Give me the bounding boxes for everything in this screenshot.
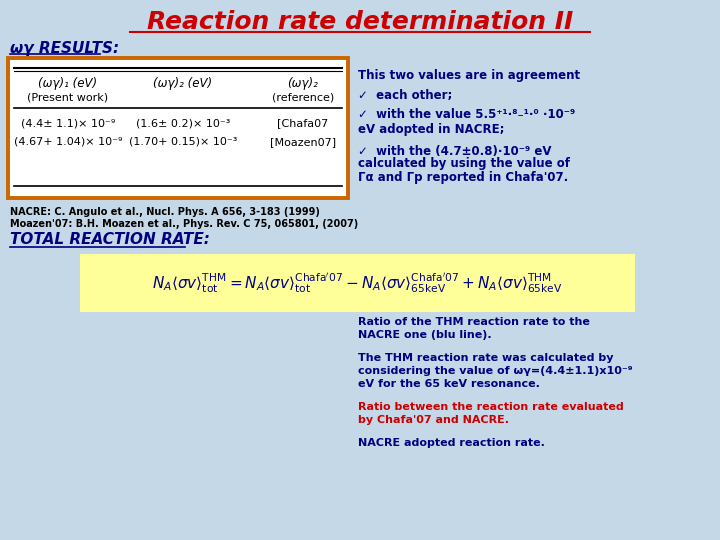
Text: $N_A\langle\sigma v\rangle^{\rm THM}_{\rm tot} = N_A\langle\sigma v\rangle^{\rm : $N_A\langle\sigma v\rangle^{\rm THM}_{\r… [152,271,563,295]
Text: (4.4± 1.1)× 10⁻⁹: (4.4± 1.1)× 10⁻⁹ [21,118,115,128]
Text: Γα and Γp reported in Chafa'07.: Γα and Γp reported in Chafa'07. [358,171,568,184]
Text: Moazen'07: B.H. Moazen et al., Phys. Rev. C 75, 065801, (2007): Moazen'07: B.H. Moazen et al., Phys. Rev… [10,219,359,229]
Text: NACRE one (blu line).: NACRE one (blu line). [358,330,492,340]
FancyBboxPatch shape [80,254,635,312]
Text: This two values are in agreement: This two values are in agreement [358,69,580,82]
Text: (ωγ)₂: (ωγ)₂ [287,78,318,91]
Text: eV adopted in NACRE;: eV adopted in NACRE; [358,123,505,136]
Text: Reaction rate determination II: Reaction rate determination II [147,10,573,34]
Text: ✓  with the value 5.5⁺¹·⁸₋¹·⁰ ·10⁻⁹: ✓ with the value 5.5⁺¹·⁸₋¹·⁰ ·10⁻⁹ [358,109,575,122]
Text: eV for the 65 keV resonance.: eV for the 65 keV resonance. [358,379,540,389]
Text: NACRE: C. Angulo et al., Nucl. Phys. A 656, 3-183 (1999): NACRE: C. Angulo et al., Nucl. Phys. A 6… [10,207,320,217]
Text: (reference): (reference) [272,93,334,103]
FancyBboxPatch shape [8,58,348,198]
Text: by Chafa'07 and NACRE.: by Chafa'07 and NACRE. [358,415,509,425]
Text: considering the value of ωγ=(4.4±1.1)x10⁻⁹: considering the value of ωγ=(4.4±1.1)x10… [358,366,633,376]
Text: NACRE adopted reaction rate.: NACRE adopted reaction rate. [358,438,545,448]
Text: Ratio between the reaction rate evaluated: Ratio between the reaction rate evaluate… [358,402,624,412]
Text: (1.6± 0.2)× 10⁻³: (1.6± 0.2)× 10⁻³ [136,118,230,128]
Text: (ωγ)₂ (eV): (ωγ)₂ (eV) [153,78,212,91]
Text: ✓  with the (4.7±0.8)·10⁻⁹ eV: ✓ with the (4.7±0.8)·10⁻⁹ eV [358,145,552,158]
Text: (4.67+ 1.04)× 10⁻⁹: (4.67+ 1.04)× 10⁻⁹ [14,137,122,147]
Text: [Chafa07: [Chafa07 [277,118,328,128]
Text: TOTAL REACTION RATE:: TOTAL REACTION RATE: [10,233,210,247]
Text: (ωγ)₁ (eV): (ωγ)₁ (eV) [38,78,98,91]
Text: Ratio of the THM reaction rate to the: Ratio of the THM reaction rate to the [358,317,590,327]
Text: (1.70+ 0.15)× 10⁻³: (1.70+ 0.15)× 10⁻³ [129,137,237,147]
Text: The THM reaction rate was calculated by: The THM reaction rate was calculated by [358,353,613,363]
Text: (Present work): (Present work) [27,93,109,103]
Text: ωγ RESULTS:: ωγ RESULTS: [10,40,119,56]
Text: calculated by using the value of: calculated by using the value of [358,158,570,171]
Text: ✓  each other;: ✓ each other; [358,89,452,102]
Text: [Moazen07]: [Moazen07] [270,137,336,147]
